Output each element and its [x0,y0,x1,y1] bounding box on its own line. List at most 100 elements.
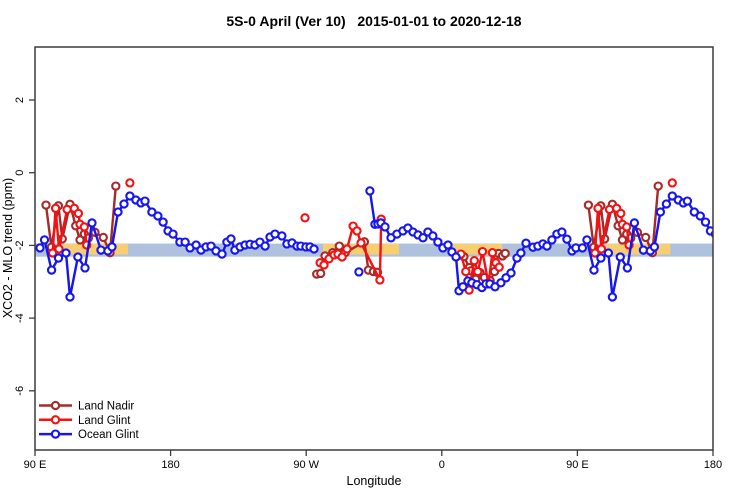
data-point [119,199,129,209]
data-point [433,237,443,247]
y-tick-label: -6 [14,386,26,396]
x-tick-label: 90 E [24,459,47,471]
data-point [107,242,117,252]
legend-item-land-nadir: Land Nadir [39,401,134,413]
data-point [356,238,366,248]
legend-label: Land Glint [78,415,131,427]
legend-marker [50,400,61,411]
data-point [319,260,329,270]
data-point [168,229,178,239]
data-point [365,186,375,196]
x-tick-label: 0 [439,459,445,471]
data-point [50,203,61,213]
chart-title: 5S-0 April (Ver 10) 2015-01-01 to 2020-1… [226,13,521,29]
data-point [226,234,236,244]
land-reference-band [63,243,128,255]
data-point [458,282,468,292]
data-point [443,240,453,250]
data-point [622,263,633,273]
land-reference-band [322,243,400,255]
data-point [352,226,362,236]
land-reference-band [449,243,502,255]
y-tick-label: -2 [14,241,26,251]
data-point [73,208,84,219]
data-point [603,248,614,258]
data-point [337,252,347,262]
data-point [125,191,135,201]
data-point [682,196,693,206]
data-point [557,227,567,237]
data-point [700,217,711,227]
data-point [521,238,531,248]
data-point [342,244,352,254]
legend-item-land-glint: Land Glint [39,415,131,427]
data-point [87,218,97,228]
plot-border [34,46,714,451]
x-tick-label: 90 W [293,459,319,471]
data-point [516,248,526,258]
data-series [35,178,726,302]
legend: Land Nadir Land Glint Ocean Glint [39,401,140,441]
data-point [667,178,677,188]
data-point [217,249,227,259]
land-reference-band [605,243,671,255]
x-axis-label: Longitude [347,474,402,488]
data-point [428,231,438,241]
data-point [79,222,89,232]
data-point [616,208,626,219]
data-point [615,252,625,262]
data-point [309,244,319,254]
data-point [473,266,483,277]
data-point [689,207,699,217]
legend-item-ocean-glint: Ocean Glint [39,429,140,441]
data-point [596,253,606,263]
data-point [629,218,640,228]
data-point [500,248,510,259]
data-point [661,199,672,209]
data-point [622,222,632,232]
x-tick-label: 90 E [566,459,589,471]
data-point [111,181,121,191]
series-ocean-glint [35,186,726,302]
data-point [641,232,651,243]
y-tick-label: -4 [14,313,26,323]
legend-marker [50,429,61,439]
data-point [147,207,157,217]
y-tick-label: 2 [14,97,26,103]
data-point [695,211,705,221]
legend-marker [50,415,61,425]
data-point [506,268,516,278]
data-point [153,211,163,221]
data-point [300,213,310,223]
data-point [46,265,57,275]
data-point [667,191,677,201]
data-point [719,239,726,246]
data-point [65,292,75,302]
series-land-glint [47,178,677,295]
data-point [375,275,385,285]
data-point [125,178,135,188]
data-point [477,246,488,257]
data-point [583,200,594,210]
data-point [451,252,461,262]
data-point [35,243,45,253]
data-point [334,241,344,251]
data-point [260,241,270,251]
data-point [487,248,498,258]
data-point [61,248,71,258]
data-point [158,217,168,227]
data-point [354,267,364,277]
data-point [649,242,660,252]
x-tick-label: 180 [704,459,722,471]
data-point [180,237,190,247]
data-point [380,222,390,232]
data-point [604,204,615,215]
data-point [53,253,64,263]
data-point [39,235,50,245]
y-tick-label: 0 [14,170,26,176]
data-point [418,233,428,243]
data-point [653,181,663,191]
data-point [461,266,471,277]
